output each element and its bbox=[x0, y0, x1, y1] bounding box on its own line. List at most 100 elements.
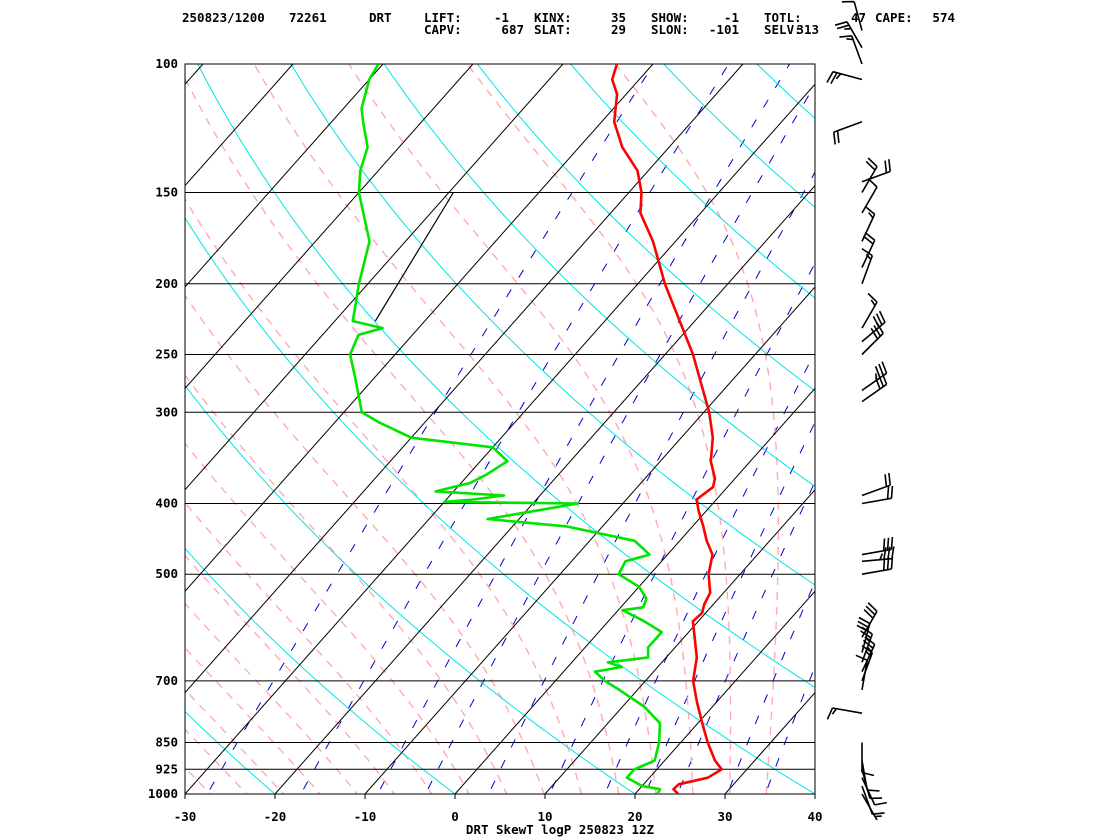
pressure-label-150: 150 bbox=[155, 185, 178, 200]
wind-barb-shape bbox=[861, 556, 894, 575]
wind-barb bbox=[861, 247, 874, 285]
moist-adiabat bbox=[185, 501, 433, 794]
header-field: 29 bbox=[611, 22, 626, 37]
wind-barb-shape bbox=[861, 785, 885, 815]
isotherm-line bbox=[185, 64, 474, 390]
temperature-label--10: -10 bbox=[354, 809, 377, 824]
header-field: TOTL: bbox=[764, 10, 802, 25]
header-field: 250823/1200 bbox=[182, 10, 265, 25]
isotherm-line bbox=[454, 387, 815, 794]
mixing-ratio-line bbox=[604, 351, 815, 794]
isotherm-line bbox=[634, 590, 815, 794]
header-field: SLAT: bbox=[534, 22, 572, 37]
wind-barb bbox=[826, 707, 863, 720]
pressure-label-925: 925 bbox=[155, 761, 178, 776]
header-field: SHOW: bbox=[651, 10, 689, 25]
wind-barb bbox=[861, 361, 888, 392]
temperature-label-30: 30 bbox=[717, 809, 732, 824]
pressure-label-100: 100 bbox=[155, 56, 178, 71]
wind-barb bbox=[861, 231, 876, 268]
wind-barb bbox=[861, 556, 894, 575]
wind-barb-shape bbox=[861, 602, 878, 638]
wind-barb-shape bbox=[861, 485, 894, 505]
sounding-traces bbox=[348, 64, 724, 794]
mixing-ratio-lines bbox=[206, 64, 815, 794]
temperature-label-40: 40 bbox=[807, 809, 822, 824]
dry-adiabat bbox=[383, 64, 815, 487]
header-field: 687 bbox=[501, 22, 524, 37]
wind-barb bbox=[861, 310, 886, 343]
wind-barb bbox=[861, 292, 878, 329]
wind-barb bbox=[861, 205, 876, 242]
temperature-trace bbox=[610, 64, 724, 794]
wind-barb bbox=[861, 472, 891, 497]
header-field: -1 bbox=[494, 10, 509, 25]
dewpoint-trace bbox=[348, 64, 664, 794]
isotherm-line bbox=[185, 64, 294, 187]
isotherm-line bbox=[185, 64, 744, 694]
isotherm-line bbox=[185, 83, 815, 794]
dry-adiabat bbox=[905, 31, 1120, 810]
header-field: -1 bbox=[724, 10, 739, 25]
isotherm-line bbox=[274, 184, 815, 794]
wind-barb bbox=[826, 70, 863, 84]
wind-barb bbox=[861, 159, 891, 183]
wind-barb-shape bbox=[826, 70, 863, 84]
plot-frame bbox=[184, 63, 816, 795]
wind-barb-shape bbox=[839, 35, 863, 65]
wind-barb-shape bbox=[861, 322, 884, 356]
wind-barb-shape bbox=[841, 0, 863, 31]
moist-adiabat bbox=[185, 602, 359, 794]
header-field: SLON: bbox=[651, 22, 689, 37]
header-field: DRT bbox=[369, 10, 392, 25]
moist-adiabat bbox=[253, 64, 657, 794]
wind-barb bbox=[861, 785, 885, 815]
wind-barb bbox=[839, 35, 863, 65]
wind-barb bbox=[861, 485, 894, 505]
wind-barb-shape bbox=[861, 231, 876, 268]
dry-adiabat bbox=[197, 64, 815, 689]
mixing-ratio-line bbox=[676, 480, 815, 794]
moist-adiabat bbox=[185, 646, 322, 794]
dry-adiabat bbox=[0, 31, 111, 810]
dry-adiabat bbox=[815, 31, 1120, 810]
isotherm-line bbox=[185, 64, 384, 288]
pressure-label-300: 300 bbox=[155, 404, 178, 419]
wind-barbs bbox=[826, 0, 895, 821]
wind-barb bbox=[861, 157, 878, 193]
wind-barb-shape bbox=[856, 616, 871, 653]
dry-adiabat bbox=[1086, 31, 1120, 810]
wind-barb bbox=[861, 322, 884, 356]
header-field: 313 bbox=[796, 22, 819, 37]
pressure-label-500: 500 bbox=[155, 566, 178, 581]
isotherm-line bbox=[814, 793, 815, 794]
parcel-trace bbox=[374, 192, 454, 322]
isotherm-line bbox=[364, 286, 815, 794]
moist-adiabat bbox=[466, 64, 732, 794]
wind-barb bbox=[861, 742, 875, 777]
moist-adiabat bbox=[185, 77, 620, 794]
header-field: 574 bbox=[932, 10, 955, 25]
wind-barb-shape bbox=[861, 361, 888, 392]
header-field: SELV: bbox=[764, 22, 802, 37]
mixing-ratio-line bbox=[424, 83, 815, 794]
pressure-tick-labels: 100 150 200 250 300 400 500 700 850 925 1000 bbox=[148, 56, 178, 801]
moist-adiabat bbox=[185, 728, 248, 794]
mixing-ratio-line bbox=[300, 64, 730, 794]
dry-adiabats bbox=[0, 31, 1120, 810]
wind-barb bbox=[834, 21, 863, 49]
wind-barb bbox=[861, 537, 894, 556]
moist-adiabat bbox=[185, 374, 508, 794]
temperature-label--20: -20 bbox=[264, 809, 287, 824]
wind-barb bbox=[861, 177, 878, 214]
wind-barb-shape bbox=[861, 310, 886, 343]
moist-adiabats bbox=[185, 64, 780, 794]
dry-adiabat bbox=[185, 547, 456, 794]
wind-barb-shape bbox=[861, 742, 875, 777]
temperature-label-20: 20 bbox=[627, 809, 642, 824]
wind-barb-shape bbox=[861, 372, 888, 403]
wind-barb-shape bbox=[861, 205, 876, 242]
temperature-label-0: 0 bbox=[451, 809, 459, 824]
dry-adiabat bbox=[185, 710, 276, 794]
